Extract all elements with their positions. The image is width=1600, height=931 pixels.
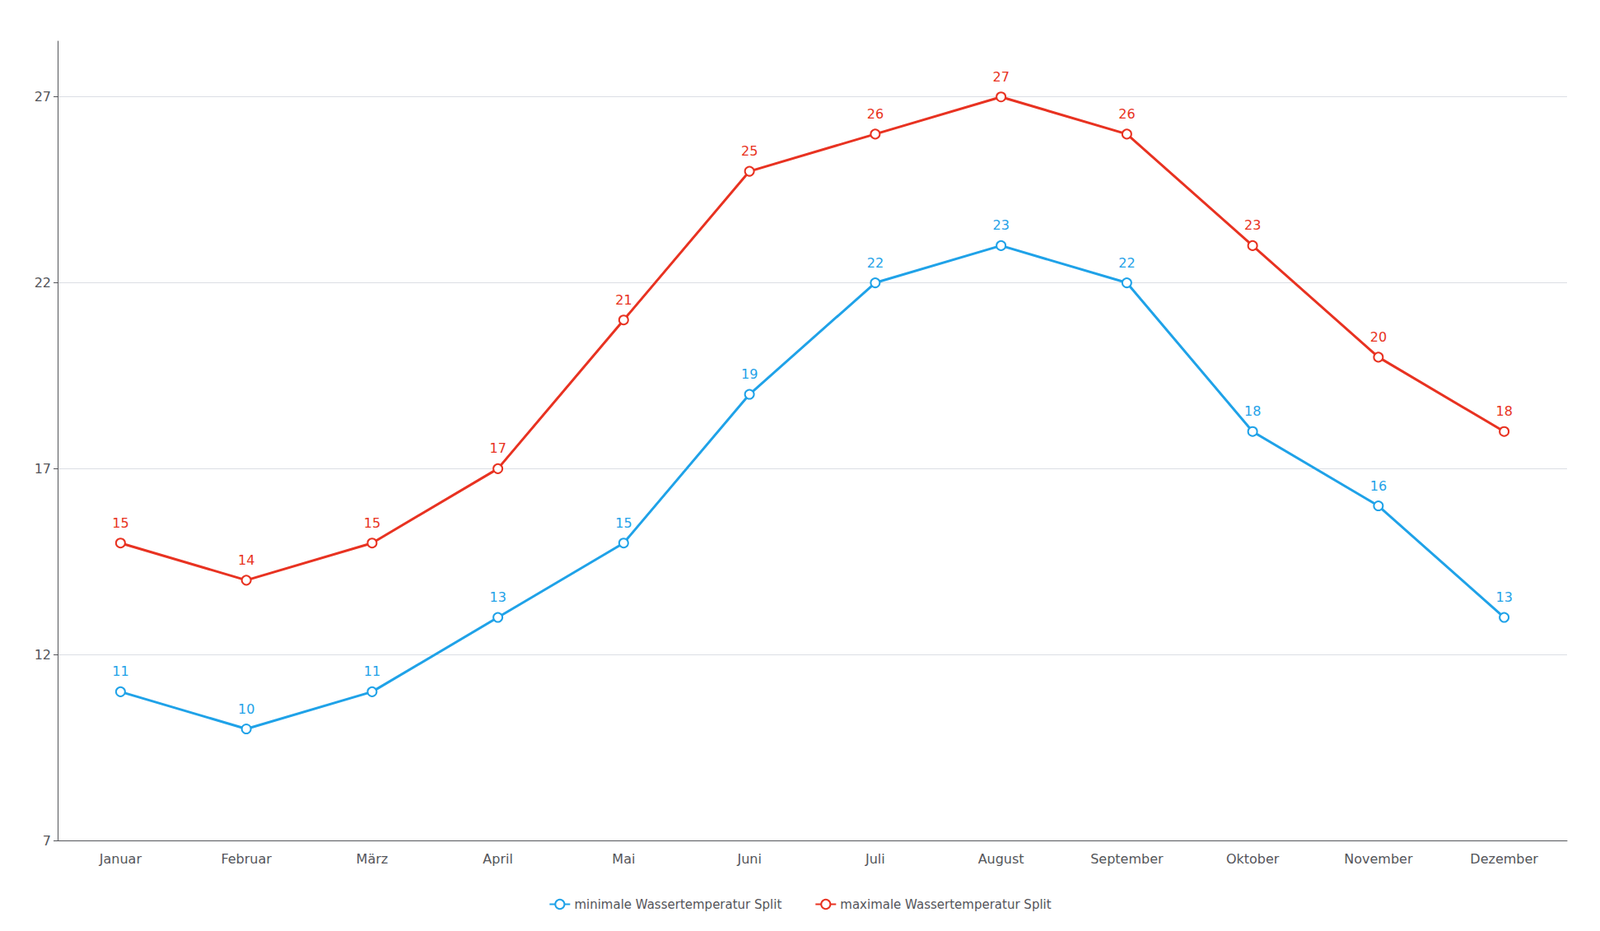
svg-text:13: 13 — [1495, 589, 1512, 606]
svg-text:Juli: Juli — [864, 851, 886, 868]
svg-text:23: 23 — [992, 217, 1009, 234]
svg-text:23: 23 — [1244, 217, 1261, 234]
svg-text:10: 10 — [237, 701, 255, 718]
svg-text:22: 22 — [34, 275, 52, 291]
svg-text:7: 7 — [42, 833, 52, 849]
svg-text:27: 27 — [992, 69, 1009, 85]
svg-text:25: 25 — [741, 143, 758, 159]
svg-text:Februar: Februar — [220, 851, 272, 868]
svg-text:15: 15 — [615, 515, 632, 532]
svg-text:26: 26 — [867, 106, 884, 122]
svg-text:April: April — [482, 851, 514, 868]
svg-text:22: 22 — [1118, 255, 1135, 271]
svg-text:22: 22 — [867, 255, 884, 271]
svg-text:August: August — [978, 851, 1025, 868]
svg-text:12: 12 — [34, 647, 52, 663]
svg-text:März: März — [356, 851, 389, 868]
svg-text:17: 17 — [489, 440, 506, 457]
svg-text:Januar: Januar — [98, 851, 143, 868]
svg-text:minimale Wassertemperatur Spli: minimale Wassertemperatur Split — [573, 897, 782, 913]
svg-text:14: 14 — [237, 552, 255, 569]
svg-text:Juni: Juni — [736, 851, 761, 868]
svg-text:26: 26 — [1118, 106, 1135, 122]
svg-text:Dezember: Dezember — [1469, 851, 1539, 868]
svg-text:18: 18 — [1495, 403, 1512, 420]
svg-text:15: 15 — [363, 515, 381, 532]
svg-text:September: September — [1090, 851, 1164, 868]
svg-text:11: 11 — [363, 663, 381, 680]
svg-text:13: 13 — [489, 589, 506, 606]
svg-text:18: 18 — [1244, 403, 1261, 420]
svg-text:27: 27 — [34, 88, 52, 105]
svg-text:19: 19 — [741, 366, 758, 383]
svg-text:November: November — [1343, 851, 1414, 868]
svg-text:15: 15 — [111, 515, 129, 532]
svg-text:21: 21 — [615, 292, 632, 308]
svg-text:16: 16 — [1370, 478, 1387, 495]
svg-text:20: 20 — [1370, 329, 1387, 346]
svg-text:Mai: Mai — [611, 851, 635, 868]
svg-text:17: 17 — [34, 461, 52, 477]
svg-text:maximale Wassertemperatur Spli: maximale Wassertemperatur Split — [839, 897, 1051, 913]
svg-text:11: 11 — [111, 663, 129, 680]
svg-text:Oktober: Oktober — [1226, 851, 1280, 868]
